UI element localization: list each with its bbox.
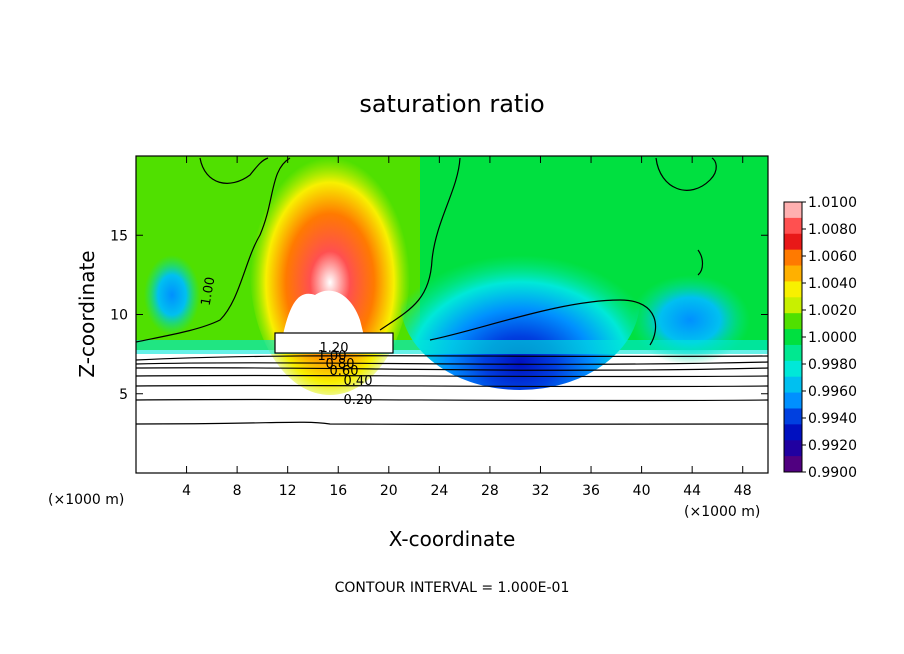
colorbar-tick-label: 0.9940 bbox=[808, 411, 857, 427]
colorbar-tick-label: 1.0000 bbox=[808, 330, 857, 346]
x-tick-label: 20 bbox=[380, 483, 398, 499]
contour-interval-note: CONTOUR INTERVAL = 1.000E-01 bbox=[335, 580, 570, 596]
contour-line-upper bbox=[136, 157, 291, 343]
colorbar-tick-label: 1.0020 bbox=[808, 303, 857, 319]
colorbar-swatch bbox=[784, 456, 802, 473]
contour-line bbox=[136, 361, 768, 365]
chart-title: saturation ratio bbox=[359, 90, 544, 118]
colorbar-swatch bbox=[784, 202, 802, 219]
x-unit-right: (×1000 m) bbox=[684, 504, 760, 520]
colorbar-swatch bbox=[784, 281, 802, 298]
x-tick-label: 24 bbox=[430, 483, 448, 499]
contour-line bbox=[136, 421, 768, 426]
x-unit-left: (×1000 m) bbox=[48, 492, 124, 508]
contour-lines bbox=[136, 157, 768, 426]
contour-line bbox=[136, 367, 768, 371]
colorbar-swatch bbox=[784, 217, 802, 235]
colorbar-swatch bbox=[784, 424, 802, 441]
colorbar-tick-label: 0.9920 bbox=[808, 438, 857, 454]
colorbar-swatch bbox=[784, 297, 802, 314]
colorbar-swatch bbox=[784, 313, 802, 330]
x-tick-label: 12 bbox=[279, 483, 297, 499]
y-tick-label: 5 bbox=[119, 387, 128, 403]
contour-line-upper bbox=[379, 157, 461, 331]
contour-line bbox=[136, 374, 768, 378]
cloud-base-box bbox=[275, 333, 393, 353]
colorbar-tick-label: 1.0080 bbox=[808, 222, 857, 238]
x-axis-label: X-coordinate bbox=[389, 527, 516, 551]
colorbar-tick-label: 0.9980 bbox=[808, 357, 857, 373]
colorbar-swatch bbox=[784, 249, 802, 267]
contour-line-upper bbox=[697, 249, 704, 276]
y-tick-label: 10 bbox=[110, 308, 128, 324]
colorbar-tick-label: 1.0040 bbox=[808, 276, 857, 292]
x-axis: 4 8 12 16 20 24 28 32 36 40 44 48 bbox=[182, 156, 752, 499]
colorbar-swatch bbox=[784, 233, 802, 251]
y-axis: 5 10 15 bbox=[110, 228, 768, 403]
colorbar-tick-label: 0.9960 bbox=[808, 384, 857, 400]
contour-cloud-box bbox=[274, 332, 394, 354]
field-surface-band bbox=[136, 340, 768, 354]
x-tick-label: 48 bbox=[734, 483, 752, 499]
contour-line bbox=[136, 355, 768, 361]
colorbar-swatch bbox=[784, 329, 802, 346]
contour-line-upper bbox=[655, 157, 717, 191]
contour-label: 0.80 bbox=[326, 357, 355, 372]
contour-label: 1.00 bbox=[199, 276, 219, 307]
colorbar-tick-label: 1.0100 bbox=[808, 195, 857, 211]
contour-label: 1.20 bbox=[320, 341, 349, 356]
x-tick-label: 40 bbox=[633, 483, 651, 499]
x-tick-label: 16 bbox=[329, 483, 347, 499]
colorbar-tick-label: 0.9900 bbox=[808, 465, 857, 481]
colorbar-swatch bbox=[784, 265, 802, 282]
colorbar: 1.0100 1.0080 1.0060 1.0040 1.0020 1.0000 0.99… bbox=[783, 195, 857, 481]
colorbar-tick-label: 1.0060 bbox=[808, 249, 857, 265]
colorbar-swatch bbox=[784, 440, 802, 457]
colorbar-swatch bbox=[784, 360, 802, 378]
field-cool-left bbox=[144, 255, 200, 335]
contour-line bbox=[136, 384, 768, 388]
contour-line bbox=[136, 398, 768, 402]
contour-label: 0.20 bbox=[344, 393, 373, 408]
colorbar-swatch bbox=[784, 376, 802, 394]
contour-label: 0.60 bbox=[330, 364, 359, 379]
x-tick-label: 44 bbox=[683, 483, 701, 499]
x-tick-label: 28 bbox=[481, 483, 499, 499]
y-axis-label: Z-coordinate bbox=[75, 250, 99, 377]
x-tick-label: 36 bbox=[582, 483, 600, 499]
colorbar-swatch bbox=[784, 408, 802, 425]
x-tick-label: 4 bbox=[182, 483, 191, 499]
plot-area bbox=[136, 156, 768, 473]
y-tick-label: 15 bbox=[110, 228, 128, 244]
colorbar-swatch bbox=[784, 392, 802, 409]
cloud-white-core bbox=[282, 290, 365, 340]
contour-label: 0.40 bbox=[344, 374, 373, 389]
contour-label-group: 1.001.201.000.800.600.400.20 bbox=[199, 276, 373, 408]
x-tick-label: 8 bbox=[233, 483, 242, 499]
contour-line-upper bbox=[199, 157, 269, 184]
x-tick-label: 32 bbox=[532, 483, 550, 499]
contour-label: 1.00 bbox=[318, 349, 347, 364]
colorbar-swatch bbox=[784, 344, 802, 362]
contour-line-upper bbox=[429, 299, 657, 346]
